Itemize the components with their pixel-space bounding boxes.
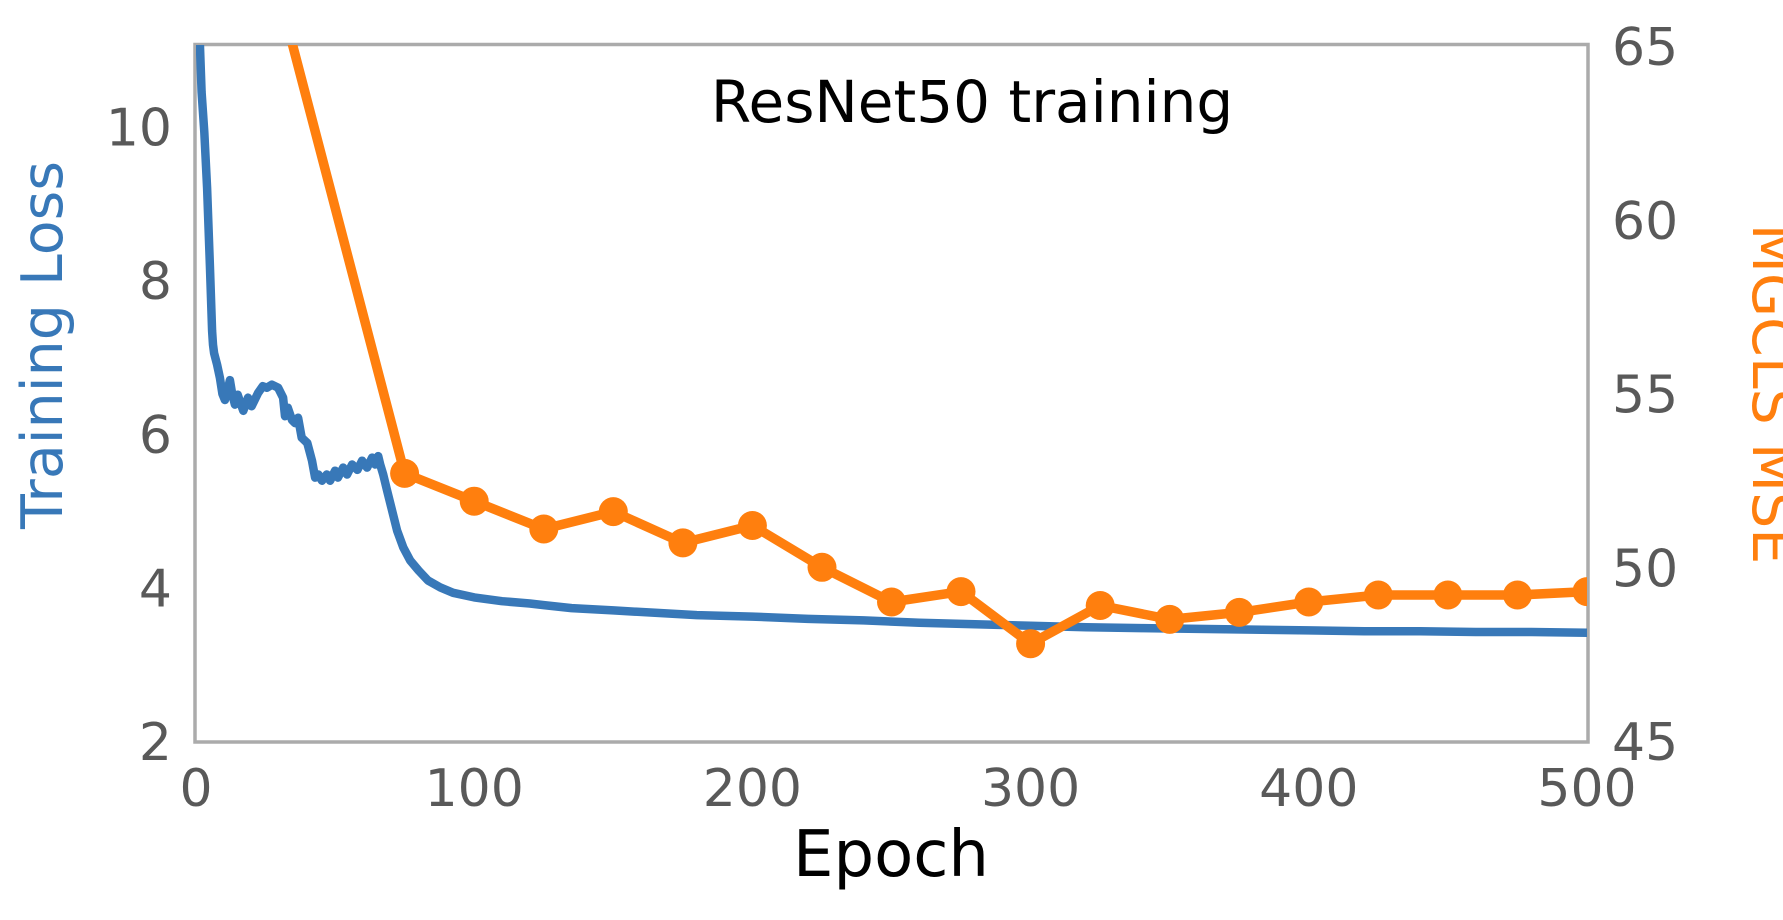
- x-tick-label: 400: [1259, 759, 1358, 819]
- training-loss-line: [196, 45, 1587, 637]
- x-tick-label: 500: [1537, 759, 1636, 819]
- mgcls-mse-marker: [946, 577, 976, 607]
- mgcls-mse-marker: [1085, 591, 1115, 620]
- mgcls-mse-marker: [1155, 604, 1185, 634]
- mgcls-mse-marker: [1433, 580, 1463, 610]
- mgcls-mse-marker: [1016, 629, 1046, 659]
- mgcls-mse-marker: [1572, 577, 1587, 607]
- mgcls-mse-marker: [390, 458, 420, 488]
- right-tick-label: 65: [1612, 18, 1678, 78]
- right-axis-tick-labels: 45 50 55 60 65: [1612, 18, 1678, 773]
- x-tick-label: 300: [981, 759, 1080, 819]
- left-tick-label: 6: [139, 406, 172, 466]
- x-tick-label: 0: [179, 759, 212, 819]
- mgcls-mse-marker: [1294, 587, 1324, 617]
- mgcls-mse-marker: [877, 587, 906, 617]
- mgcls-mse-marker: [598, 497, 628, 527]
- mgcls-mse-marker: [1224, 597, 1254, 627]
- mgcls-mse-marker: [459, 486, 489, 516]
- x-axis-label: Epoch: [793, 818, 989, 892]
- right-tick-label: 60: [1612, 192, 1678, 252]
- x-tick-label: 200: [703, 759, 802, 819]
- left-tick-label: 2: [139, 713, 172, 773]
- mgcls-mse-marker: [737, 511, 767, 540]
- right-axis-label: MGCLS MSE: [1739, 224, 1783, 565]
- chart-title: ResNet50 training: [711, 68, 1233, 136]
- mgcls-mse-marker: [807, 552, 837, 582]
- x-tick-label: 100: [425, 759, 524, 819]
- left-tick-label: 4: [139, 559, 172, 619]
- mgcls-mse-marker: [529, 514, 559, 544]
- left-tick-label: 10: [106, 99, 172, 159]
- right-tick-label: 50: [1612, 539, 1678, 599]
- left-tick-label: 8: [139, 252, 172, 312]
- mgcls-mse-marker: [668, 528, 698, 558]
- left-axis-tick-labels: 2 4 6 8 10: [106, 99, 172, 773]
- left-axis-label: Training Loss: [10, 161, 76, 530]
- mgcls-mse-marker: [1363, 580, 1393, 610]
- mgcls-mse-marker: [1503, 580, 1532, 610]
- plot-border: [193, 42, 1590, 744]
- x-axis-tick-labels: 0 100 200 300 400 500: [179, 759, 1636, 819]
- right-tick-label: 55: [1612, 366, 1678, 426]
- mgcls-mse-markers: [390, 458, 1587, 659]
- right-tick-label: 45: [1612, 713, 1678, 773]
